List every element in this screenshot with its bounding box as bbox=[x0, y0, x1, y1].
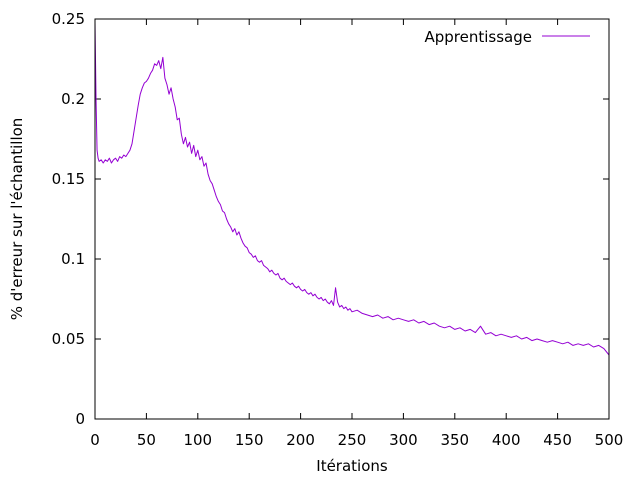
x-tick-label: 300 bbox=[389, 431, 418, 449]
y-tick-label: 0.05 bbox=[52, 330, 85, 348]
x-tick-label: 50 bbox=[137, 431, 156, 449]
series-layer bbox=[94, 22, 610, 356]
x-axis-ticks: 0 50 100 150 200 250 300 350 400 450 500 bbox=[90, 19, 623, 449]
y-tick-label: 0.1 bbox=[61, 250, 85, 268]
x-tick-label: 0 bbox=[90, 431, 100, 449]
legend: Apprentissage bbox=[425, 28, 590, 46]
x-tick-label: 400 bbox=[492, 431, 521, 449]
x-tick-label: 450 bbox=[543, 431, 572, 449]
x-axis-label: Itérations bbox=[316, 457, 388, 475]
x-tick-label: 250 bbox=[338, 431, 367, 449]
y-tick-label: 0.25 bbox=[52, 10, 85, 28]
x-tick-label: 350 bbox=[440, 431, 469, 449]
y-axis-ticks: 0 0.05 0.1 0.15 0.2 0.25 bbox=[52, 10, 609, 428]
x-tick-label: 500 bbox=[595, 431, 624, 449]
y-axis-label: % d'erreur sur l'échantillon bbox=[8, 118, 26, 321]
y-tick-label: 0.15 bbox=[52, 170, 85, 188]
series-line-0 bbox=[94, 22, 610, 356]
x-tick-label: 100 bbox=[183, 431, 212, 449]
legend-label: Apprentissage bbox=[425, 28, 533, 46]
x-tick-label: 150 bbox=[235, 431, 264, 449]
x-tick-label: 200 bbox=[286, 431, 315, 449]
plot-frame bbox=[94, 18, 610, 420]
y-tick-label: 0.2 bbox=[61, 90, 85, 108]
y-tick-label: 0 bbox=[75, 410, 85, 428]
